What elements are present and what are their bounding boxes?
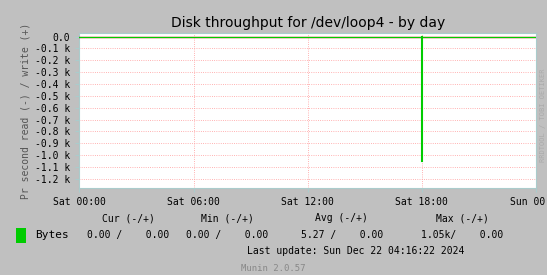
Text: Min (-/+): Min (-/+) bbox=[201, 213, 253, 223]
Text: Last update: Sun Dec 22 04:16:22 2024: Last update: Sun Dec 22 04:16:22 2024 bbox=[247, 246, 464, 256]
Text: Munin 2.0.57: Munin 2.0.57 bbox=[241, 264, 306, 273]
Text: 5.27 /    0.00: 5.27 / 0.00 bbox=[301, 230, 383, 240]
Text: 0.00 /    0.00: 0.00 / 0.00 bbox=[88, 230, 170, 240]
Text: Bytes: Bytes bbox=[36, 230, 69, 240]
Text: Avg (-/+): Avg (-/+) bbox=[316, 213, 368, 223]
Y-axis label: Pr second read (-) / write (+): Pr second read (-) / write (+) bbox=[21, 23, 31, 199]
Text: Cur (-/+): Cur (-/+) bbox=[102, 213, 155, 223]
Text: 1.05k/    0.00: 1.05k/ 0.00 bbox=[421, 230, 503, 240]
Text: RRDTOOL / TOBI OETIKER: RRDTOOL / TOBI OETIKER bbox=[540, 69, 546, 162]
Text: 0.00 /    0.00: 0.00 / 0.00 bbox=[186, 230, 268, 240]
Title: Disk throughput for /dev/loop4 - by day: Disk throughput for /dev/loop4 - by day bbox=[171, 16, 445, 31]
Text: Max (-/+): Max (-/+) bbox=[436, 213, 488, 223]
